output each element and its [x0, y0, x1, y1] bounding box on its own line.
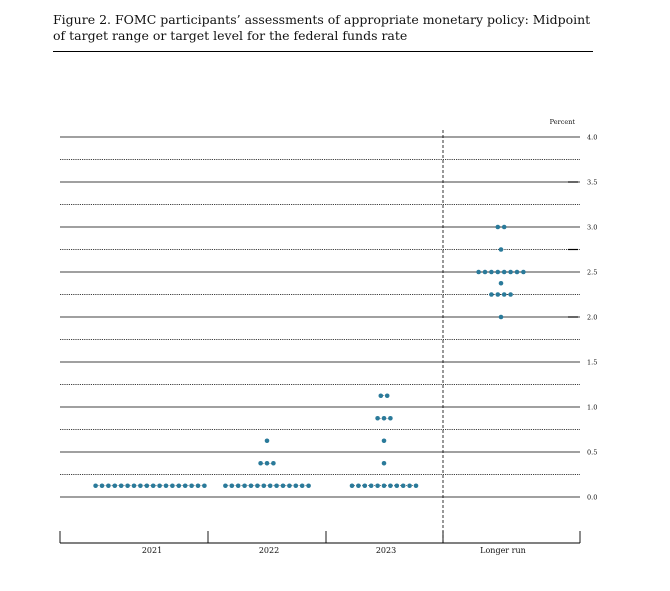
- participant-dot: [356, 483, 361, 489]
- participant-dot: [388, 415, 393, 421]
- y-tick-label: 3.5: [587, 178, 597, 186]
- participant-dot: [489, 292, 494, 297]
- participant-dot: [163, 483, 169, 489]
- participant-dot: [498, 314, 504, 320]
- x-category-label: 2023: [376, 546, 396, 555]
- participant-dot: [255, 483, 260, 489]
- participant-dot: [293, 483, 299, 489]
- y-tick-label: 2.0: [587, 313, 597, 321]
- participant-dot: [368, 483, 374, 489]
- participant-dot: [182, 483, 188, 489]
- participant-dot: [267, 483, 273, 489]
- participant-dot: [202, 483, 207, 489]
- participant-dot: [407, 483, 412, 489]
- participant-dot: [413, 483, 419, 489]
- participant-dot: [235, 483, 241, 489]
- x-category-label: 2022: [259, 546, 279, 555]
- participant-dot: [280, 483, 286, 489]
- participant-dot: [378, 393, 384, 399]
- x-category-label: 2021: [142, 546, 162, 555]
- label-layer: Percent 0.0 0.5 1.0 1.5 2.0 2.5 3.0 3.5 4.0 2021 20…: [142, 118, 598, 555]
- participant-dot: [381, 460, 387, 466]
- participant-dot: [170, 483, 175, 489]
- participant-dot: [287, 483, 292, 489]
- dot-layer: [93, 224, 526, 489]
- participant-dot: [498, 280, 504, 286]
- participant-dot: [229, 483, 235, 489]
- chart-title: Figure 2. FOMC participants’ assessments…: [53, 12, 591, 43]
- participant-dot: [476, 269, 481, 275]
- y-tick-label: 1.0: [587, 403, 597, 411]
- participant-dot: [271, 460, 276, 466]
- x-category-label: Longer run: [480, 546, 526, 555]
- participant-dot: [521, 269, 526, 275]
- participant-dot: [189, 483, 194, 489]
- participant-dot: [384, 393, 390, 399]
- participant-dot: [508, 269, 513, 275]
- participant-dot: [381, 438, 387, 444]
- participant-dot: [118, 483, 124, 489]
- participant-dot: [349, 483, 355, 489]
- participant-dot: [195, 483, 201, 489]
- y-tick-label: 3.0: [587, 223, 597, 231]
- participant-dot: [362, 483, 368, 489]
- participant-dot: [157, 483, 162, 489]
- participant-dot: [482, 269, 488, 275]
- participant-dot: [501, 292, 507, 297]
- participant-dot: [93, 483, 98, 489]
- participant-dot: [501, 269, 507, 275]
- participant-dot: [264, 438, 270, 444]
- y-tick-label: 0.0: [587, 493, 597, 501]
- y-tick-label: 2.5: [587, 268, 597, 276]
- participant-dot: [144, 483, 150, 489]
- participant-dot: [138, 483, 143, 489]
- participant-dot: [498, 247, 504, 252]
- participant-dot: [388, 483, 393, 489]
- participant-dot: [264, 460, 270, 466]
- participant-dot: [495, 292, 501, 297]
- participant-dot: [375, 415, 380, 421]
- participant-dot: [261, 483, 267, 489]
- participant-dot: [131, 483, 137, 489]
- participant-dot: [306, 483, 311, 489]
- participant-dot: [495, 224, 501, 230]
- y-tick-label: 4.0: [587, 133, 597, 141]
- y-tick-label: 1.5: [587, 358, 597, 366]
- participant-dot: [99, 483, 105, 489]
- participant-dot: [394, 483, 400, 489]
- unit-label: Percent: [550, 118, 576, 126]
- participant-dot: [508, 292, 513, 297]
- participant-dot: [400, 483, 406, 489]
- participant-dot: [258, 460, 263, 466]
- participant-dot: [242, 483, 247, 489]
- participant-dot: [150, 483, 156, 489]
- participant-dot: [248, 483, 254, 489]
- participant-dot: [381, 483, 387, 489]
- participant-dot: [501, 224, 507, 230]
- axis-layer: [59, 130, 581, 544]
- participant-dot: [495, 269, 501, 275]
- participant-dot: [112, 483, 118, 489]
- y-tick-label: 0.5: [587, 448, 597, 456]
- title-rule: [53, 51, 593, 52]
- participant-dot: [375, 483, 380, 489]
- participant-dot: [299, 483, 305, 489]
- participant-dot: [223, 483, 228, 489]
- participant-dot: [489, 269, 494, 275]
- participant-dot: [176, 483, 182, 489]
- participant-dot: [125, 483, 130, 489]
- participant-dot: [106, 483, 111, 489]
- participant-dot: [514, 269, 520, 275]
- participant-dot: [381, 415, 387, 421]
- participant-dot: [274, 483, 279, 489]
